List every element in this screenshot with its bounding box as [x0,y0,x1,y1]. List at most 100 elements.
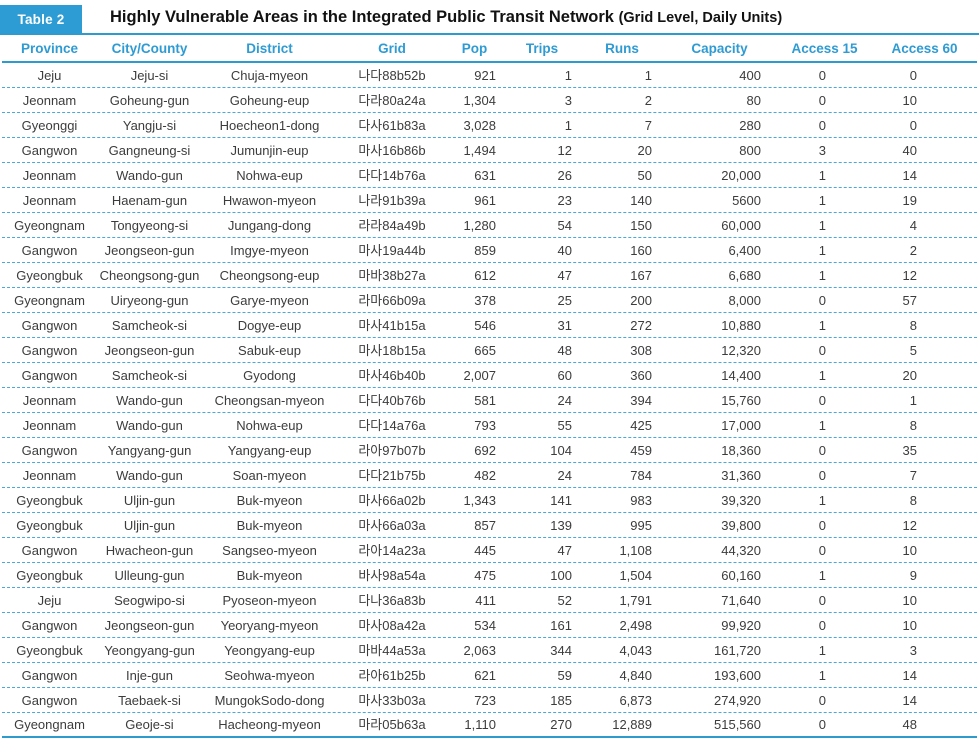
cell-capacity: 6,400 [728,242,761,258]
cell-pop: 1,304 [463,92,496,108]
cell-trips: 59 [557,667,572,683]
cell-province: Gangwon [21,542,78,558]
table-row: Jeonnam Wando-gun Soan-myeon 다다21b75b 482 24 7… [2,463,977,488]
cell-access-60: 8 [909,317,917,333]
cell-access-60: 40 [902,142,917,158]
cell-grid: 다나36a83b [358,592,426,608]
table-row: Jeonnam Wando-gun Nohwa-eup 다다14b76a 631 26 50… [2,163,977,188]
cell-district: Jumunjin-eup [230,142,309,158]
cell-city-county: Ulleung-gun [114,567,185,583]
cell-pop: 534 [474,617,496,633]
cell-province: Jeju [37,67,62,83]
cell-district: Buk-myeon [236,517,303,533]
cell-access-15: 0 [818,692,826,708]
cell-pop: 2,063 [463,642,496,658]
table-row: Gyeongnam Geoje-si Hacheong-myeon 마라05b63a 1… [2,713,977,738]
cell-trips: 161 [550,617,572,633]
cell-trips: 141 [550,492,572,508]
cell-trips: 1 [564,117,572,133]
table-row: Gyeongbuk Cheongsong-gun Cheongsong-eup 마바3… [2,263,977,288]
cell-district: Sangseo-myeon [222,542,317,558]
cell-grid: 다다14a76a [358,417,426,433]
cell-district: Hoecheon1-dong [219,117,320,133]
cell-province: Gyeongbuk [16,517,83,533]
cell-district: Buk-myeon [236,567,303,583]
cell-capacity: 20,000 [721,167,761,183]
cell-district: Pyoseon-myeon [222,592,317,608]
column-header-access-60: Access 60 [891,40,958,56]
cell-capacity: 280 [739,117,761,133]
cell-access-15: 0 [818,442,826,458]
column-header-grid: Grid [378,40,406,56]
table-row: Gyeongnam Tongyeong-si Jungang-dong 라라84a49… [2,213,977,238]
cell-trips: 270 [550,717,572,732]
cell-city-county: Gangneung-si [108,142,191,158]
cell-district: Goheung-eup [229,92,310,108]
column-header-city-county: City/County [111,40,188,56]
cell-access-15: 1 [818,492,826,508]
cell-grid: 라마66b09a [358,292,426,308]
cell-pop: 3,028 [463,117,496,133]
cell-capacity: 274,920 [714,692,761,708]
cell-trips: 40 [557,242,572,258]
cell-pop: 859 [474,242,496,258]
cell-grid: 다사61b83a [358,117,426,133]
cell-trips: 1 [564,67,572,83]
cell-access-15: 0 [818,592,826,608]
table-row: Gangwon Gangneung-si Jumunjin-eup 마사16b86b 1… [2,138,977,163]
cell-access-60: 10 [902,592,917,608]
cell-city-county: Wando-gun [116,467,183,483]
cell-capacity: 15,760 [721,392,761,408]
cell-access-15: 0 [818,92,826,108]
cell-trips: 31 [557,317,572,333]
cell-grid: 마사66a03a [358,517,426,533]
cell-capacity: 80 [746,92,761,108]
cell-pop: 631 [474,167,496,183]
cell-access-15: 0 [818,717,826,732]
cell-province: Gangwon [21,617,78,633]
table-row: Jeonnam Wando-gun Cheongsan-myeon 다다40b76b 5… [2,388,977,413]
cell-trips: 24 [557,467,572,483]
cell-pop: 1,110 [464,717,496,732]
cell-pop: 2,007 [463,367,496,383]
cell-pop: 723 [474,692,496,708]
cell-runs: 1,791 [619,592,652,608]
cell-city-county: Uljin-gun [123,492,176,508]
cell-district: Yangyang-eup [227,442,312,458]
cell-district: Dogye-eup [237,317,302,333]
cell-access-15: 1 [818,167,826,183]
cell-access-15: 0 [818,617,826,633]
cell-runs: 4,840 [619,667,652,683]
table-row: Jeonnam Goheung-gun Goheung-eup 다라80a24a 1,3… [2,88,977,113]
cell-city-county: Cheongsong-gun [99,267,200,283]
cell-access-15: 0 [818,67,826,83]
cell-city-county: Taebaek-si [118,692,181,708]
cell-trips: 26 [557,167,572,183]
cell-capacity: 18,360 [721,442,761,458]
cell-trips: 55 [557,417,572,433]
table-row: Gangwon Jeongseon-gun Imgye-myeon 마사19a44b 8… [2,238,977,263]
table-row: Gangwon Inje-gun Seohwa-myeon 라아61b25b 621 59… [2,663,977,688]
cell-access-60: 10 [902,92,917,108]
cell-capacity: 44,320 [721,542,761,558]
table-row: Jeonnam Wando-gun Nohwa-eup 다다14a76a 793 55 42… [2,413,977,438]
cell-runs: 983 [630,492,652,508]
cell-capacity: 161,720 [714,642,761,658]
cell-runs: 167 [630,267,652,283]
cell-access-60: 4 [909,217,917,233]
cell-grid: 나다88b52b [358,67,426,83]
cell-district: Cheongsan-myeon [214,392,325,408]
cell-pop: 581 [474,392,496,408]
cell-capacity: 39,320 [721,492,761,508]
cell-grid: 마사16b86b [358,142,426,158]
table-row: Gyeongnam Uiryeong-gun Garye-myeon 라마66b09a… [2,288,977,313]
cell-trips: 25 [557,292,572,308]
cell-district: Yeongyang-eup [224,642,315,658]
cell-city-county: Yangju-si [122,117,177,133]
cell-runs: 425 [630,417,652,433]
cell-runs: 2 [644,92,652,108]
cell-province: Jeonnam [22,392,77,408]
cell-grid: 마사18b15a [358,342,426,358]
cell-access-60: 1 [909,392,917,408]
table-row: Gangwon Taebaek-si MungokSodo-dong 마사33b03a… [2,688,977,713]
